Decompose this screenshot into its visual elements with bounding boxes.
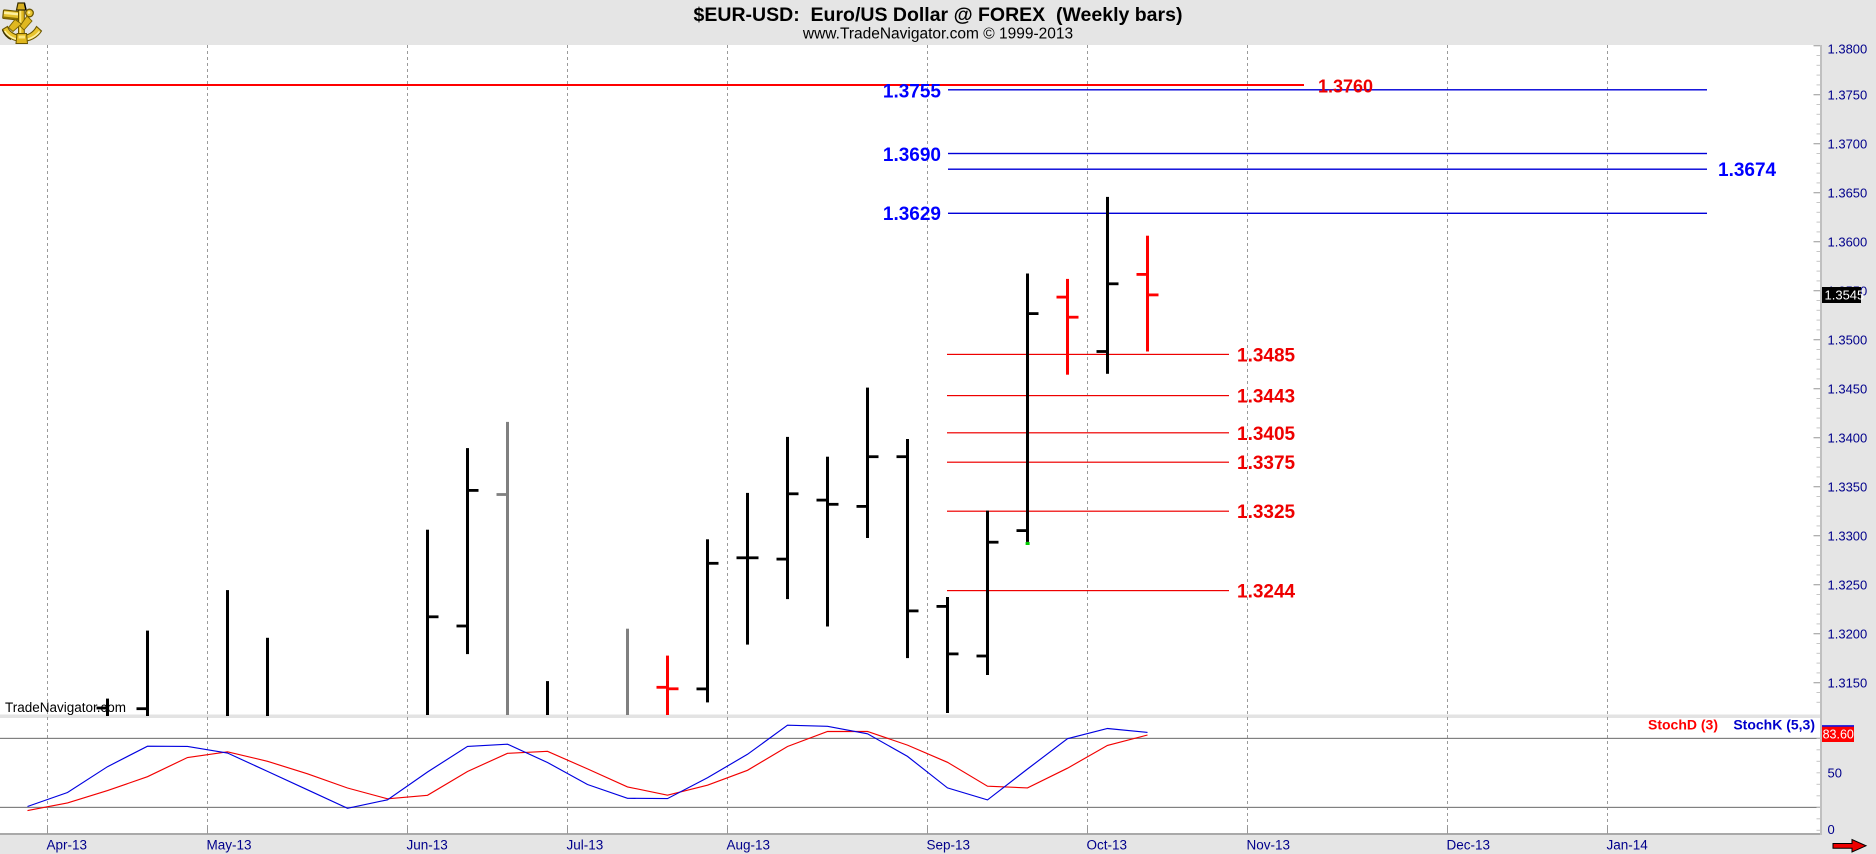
svg-text:1.3545: 1.3545 bbox=[1825, 288, 1865, 303]
svg-text:1.3650: 1.3650 bbox=[1828, 185, 1868, 200]
svg-text:Jan-14: Jan-14 bbox=[1607, 838, 1649, 853]
svg-text:StochK (5,3): StochK (5,3) bbox=[1733, 717, 1815, 733]
svg-text:www.TradeNavigator.com © 1999-: www.TradeNavigator.com © 1999-2013 bbox=[802, 26, 1073, 43]
svg-text:1.3244: 1.3244 bbox=[1237, 582, 1296, 603]
svg-text:Dec-13: Dec-13 bbox=[1447, 838, 1491, 853]
svg-text:1.3250: 1.3250 bbox=[1828, 577, 1868, 592]
svg-text:Jun-13: Jun-13 bbox=[407, 838, 448, 853]
svg-text:1.3443: 1.3443 bbox=[1237, 387, 1295, 408]
svg-text:Aug-13: Aug-13 bbox=[727, 838, 771, 853]
svg-text:1.3760: 1.3760 bbox=[1318, 76, 1373, 96]
svg-text:83.60: 83.60 bbox=[1823, 728, 1854, 742]
svg-text:50: 50 bbox=[1828, 766, 1842, 781]
svg-text:Apr-13: Apr-13 bbox=[47, 838, 88, 853]
svg-text:1.3600: 1.3600 bbox=[1828, 234, 1868, 249]
svg-text:1.3200: 1.3200 bbox=[1828, 626, 1868, 641]
svg-text:1.3755: 1.3755 bbox=[883, 82, 942, 103]
svg-text:1.3405: 1.3405 bbox=[1237, 424, 1296, 445]
svg-text:1.3674: 1.3674 bbox=[1718, 160, 1777, 181]
svg-text:1.3375: 1.3375 bbox=[1237, 453, 1296, 474]
svg-text:1.3350: 1.3350 bbox=[1828, 479, 1868, 494]
svg-text:Nov-13: Nov-13 bbox=[1247, 838, 1291, 853]
svg-text:StochD (3): StochD (3) bbox=[1648, 717, 1718, 733]
svg-text:0: 0 bbox=[1828, 822, 1835, 837]
svg-text:1.3700: 1.3700 bbox=[1828, 136, 1868, 151]
svg-text:1.3750: 1.3750 bbox=[1828, 87, 1868, 102]
svg-text:1.3400: 1.3400 bbox=[1828, 430, 1868, 445]
svg-text:1.3629: 1.3629 bbox=[883, 204, 941, 225]
svg-text:Oct-13: Oct-13 bbox=[1087, 838, 1128, 853]
svg-text:1.3690: 1.3690 bbox=[883, 145, 941, 166]
svg-text:Jul-13: Jul-13 bbox=[567, 838, 604, 853]
svg-text:1.3325: 1.3325 bbox=[1237, 502, 1296, 523]
svg-text:1.3450: 1.3450 bbox=[1828, 381, 1868, 396]
svg-text:TradeNavigator.com: TradeNavigator.com bbox=[5, 700, 126, 715]
svg-text:May-13: May-13 bbox=[207, 838, 252, 853]
svg-text:Sep-13: Sep-13 bbox=[927, 838, 971, 853]
svg-text:1.3500: 1.3500 bbox=[1828, 332, 1868, 347]
svg-text:$EUR-USD: Euro/US Dollar @ FO: $EUR-USD: Euro/US Dollar @ FOREX (Weekly… bbox=[694, 4, 1183, 26]
svg-text:1.3485: 1.3485 bbox=[1237, 345, 1296, 366]
svg-text:1.3800: 1.3800 bbox=[1828, 42, 1868, 57]
svg-text:1.3150: 1.3150 bbox=[1828, 675, 1868, 690]
svg-text:1.3300: 1.3300 bbox=[1828, 528, 1868, 543]
